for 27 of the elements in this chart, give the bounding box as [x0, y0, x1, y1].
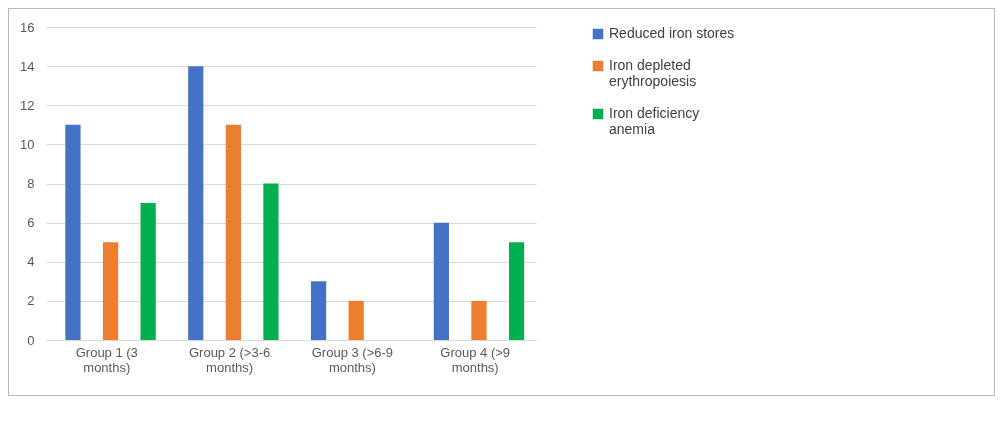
y-tick-label: 12 — [20, 97, 35, 113]
bar — [65, 124, 81, 340]
bar — [140, 203, 156, 340]
y-tick-label: 6 — [27, 215, 35, 231]
bar — [188, 66, 204, 340]
y-tick-label: 0 — [27, 332, 35, 348]
bar — [348, 300, 364, 340]
bar — [471, 300, 487, 340]
y-tick-label: 16 — [20, 19, 35, 35]
y-tick-label: 8 — [27, 176, 35, 191]
bar — [263, 183, 279, 340]
y-tick-label: 4 — [27, 254, 35, 270]
bar — [433, 222, 449, 340]
bar — [508, 242, 525, 340]
x-tick-label: Group 3 (>6-9 months) — [311, 344, 394, 375]
legend-label: Iron depleted erythropoiesis — [609, 57, 697, 89]
bar — [310, 281, 327, 340]
legend-label: Iron deficiency anemia — [609, 105, 700, 137]
y-tick-label: 14 — [20, 58, 35, 74]
bar — [102, 242, 119, 340]
y-tick-label: 10 — [20, 136, 35, 152]
x-tick-label: Group 2 (>3-6 months) — [188, 344, 271, 375]
x-tick-label: Group 4 (>9 months) — [440, 344, 511, 375]
y-tick-label: 2 — [27, 293, 35, 309]
bar — [225, 124, 241, 340]
legend-label: Reduced iron stores — [609, 25, 735, 41]
x-tick-label: Group 1 (3 months) — [75, 344, 138, 375]
